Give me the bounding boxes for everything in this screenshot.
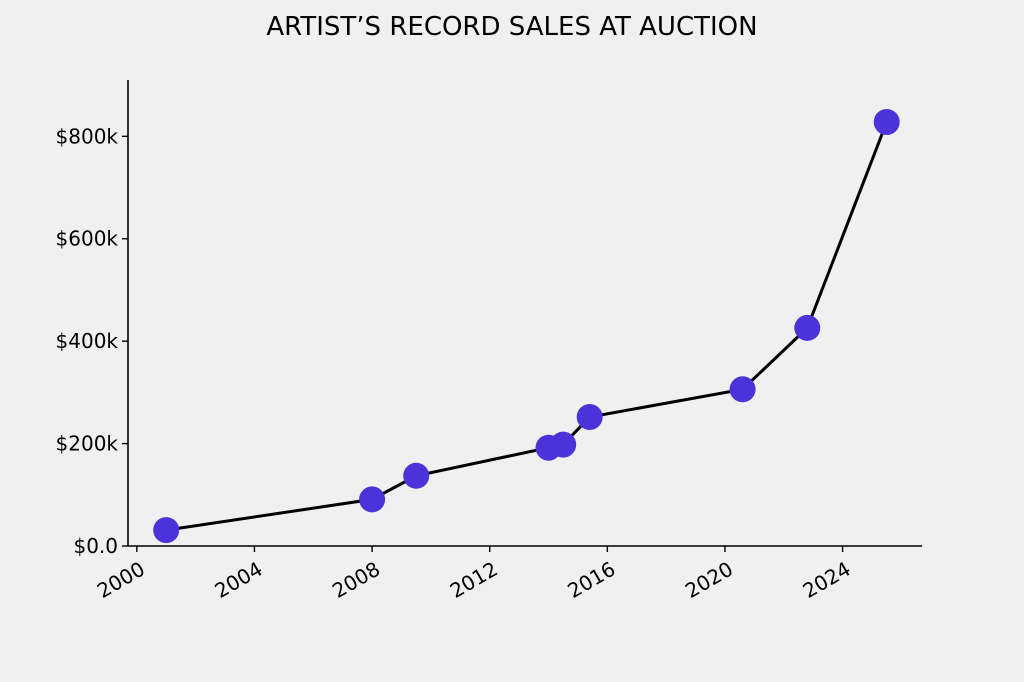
- y-tick-label: $400k: [56, 329, 119, 353]
- data-points: [153, 109, 900, 544]
- axes: [127, 80, 922, 547]
- y-tick-label: $200k: [56, 432, 119, 456]
- data-point: [153, 517, 180, 544]
- x-tick-label: 2024: [799, 557, 855, 603]
- y-ticks: $0.0 $200k $400k $600k $800k: [56, 124, 128, 558]
- data-point: [794, 314, 821, 341]
- series-line: [165, 121, 889, 532]
- data-point: [359, 486, 386, 513]
- data-point: [576, 404, 603, 430]
- data-point: [729, 376, 756, 403]
- data-point: [873, 109, 900, 135]
- x-tick-label: 2012: [446, 557, 502, 603]
- x-tick-label: 2004: [210, 557, 266, 603]
- x-tick-label: 2020: [681, 557, 737, 603]
- chart-title: ARTIST’S RECORD SALES AT AUCTION: [266, 12, 757, 42]
- y-tick-label: $0.0: [73, 534, 118, 558]
- x-tick-label: 2008: [328, 557, 384, 603]
- data-point: [403, 462, 430, 489]
- data-point: [550, 431, 577, 458]
- y-tick-label: $600k: [56, 227, 119, 251]
- x-ticks: 2000 2004 2008 2012 2016 2020 2024: [93, 546, 855, 603]
- x-tick-label: 2000: [93, 557, 149, 603]
- y-tick-label: $800k: [56, 124, 119, 148]
- x-tick-label: 2016: [563, 557, 619, 603]
